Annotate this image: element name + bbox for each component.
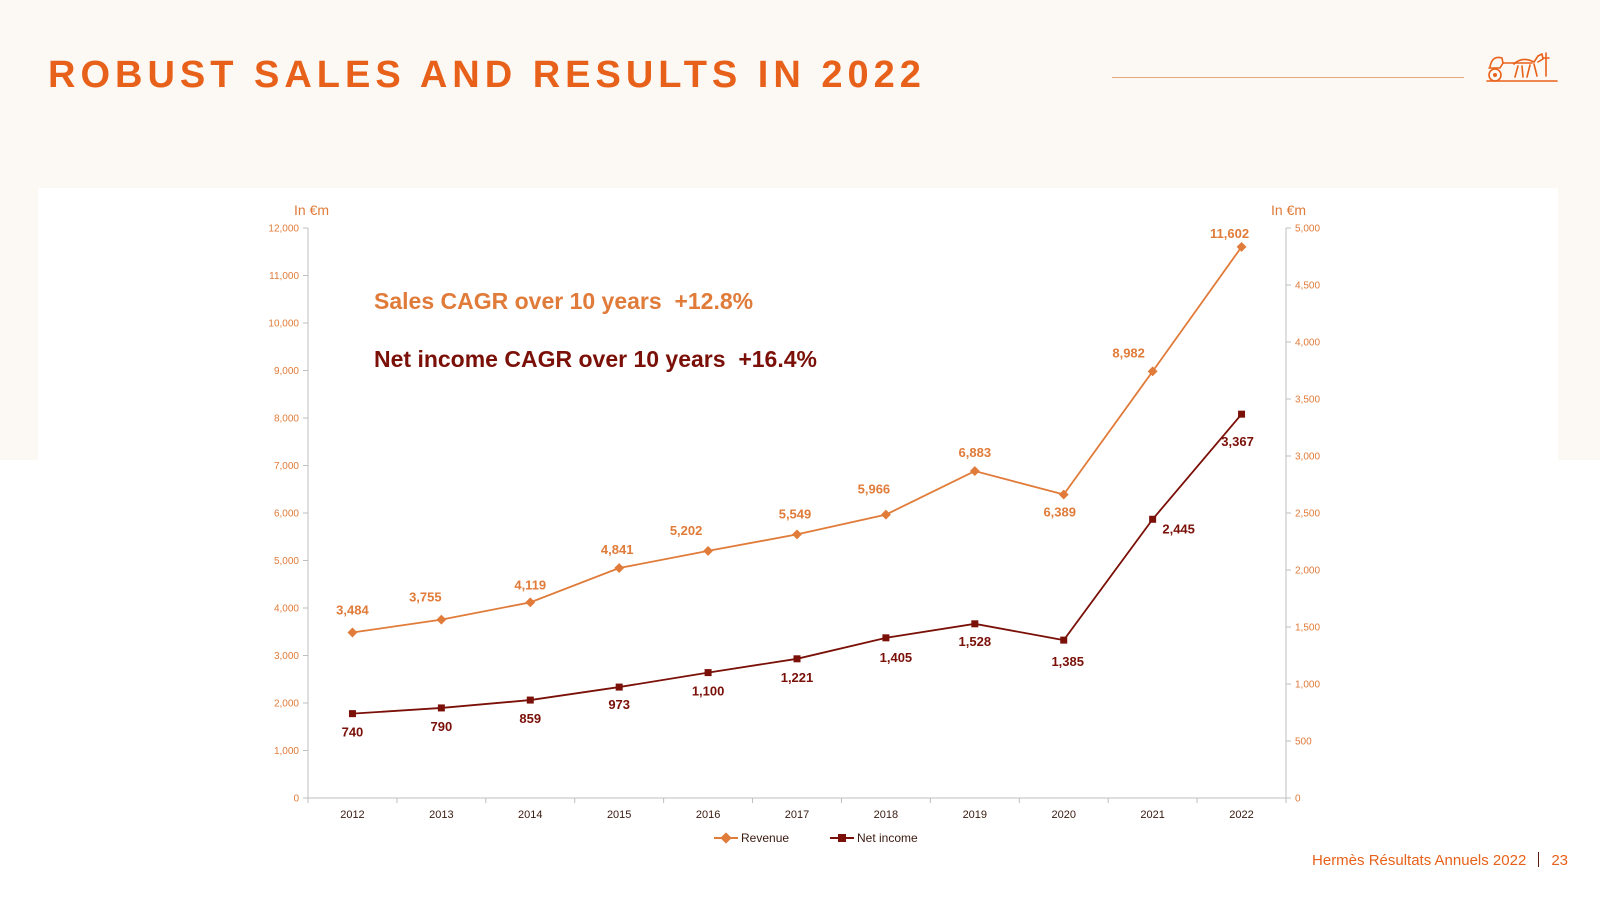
y-left-tick-label: 5,000 bbox=[274, 556, 299, 567]
legend-revenue: Revenue bbox=[741, 831, 789, 845]
revenue-point bbox=[703, 545, 714, 556]
y-right-tick-label: 3,500 bbox=[1295, 395, 1320, 406]
y-left-tick-label: 10,000 bbox=[268, 319, 299, 330]
y-right-tick-label: 500 bbox=[1295, 737, 1312, 748]
net-income-point bbox=[348, 710, 356, 718]
revenue-data-label: 5,549 bbox=[779, 506, 812, 521]
x-tick-label: 2019 bbox=[963, 809, 987, 821]
y-right-tick-label: 2,500 bbox=[1295, 509, 1320, 520]
footer-separator bbox=[1538, 852, 1540, 867]
sales-cagr-annotation: Sales CAGR over 10 years +12.8% bbox=[374, 288, 753, 314]
net-income-point bbox=[704, 669, 712, 677]
x-tick-label: 2017 bbox=[785, 809, 809, 821]
revenue-data-label: 4,841 bbox=[601, 542, 634, 557]
y-right-tick-label: 4,500 bbox=[1295, 281, 1320, 292]
slide-footer: Hermès Résultats Annuels 2022 23 bbox=[1312, 852, 1568, 869]
net-income-line bbox=[352, 413, 1243, 715]
legend-net-income: Net income bbox=[857, 831, 918, 845]
revenue-net-income-chart: 0 1,000 2,000 3,000 4,000 5,000 6,000 7,000 8,00… bbox=[268, 202, 1320, 845]
net-income-data-label: 3,367 bbox=[1221, 434, 1254, 449]
y-axis-left-label: In €m bbox=[294, 202, 329, 218]
x-tick-label: 2022 bbox=[1229, 809, 1253, 821]
y-left-tick-label: 4,000 bbox=[274, 604, 299, 615]
net-income-data-label: 1,528 bbox=[959, 634, 992, 649]
y-left-tick-label: 7,000 bbox=[274, 461, 299, 472]
net-income-point bbox=[615, 683, 623, 691]
y-left-tick-label: 9,000 bbox=[274, 366, 299, 377]
net-income-cagr-annotation: Net income CAGR over 10 years +16.4% bbox=[374, 346, 817, 372]
revenue-data-label: 5,202 bbox=[670, 523, 703, 538]
revenue-point bbox=[880, 509, 891, 520]
revenue-data-label: 11,602 bbox=[1210, 226, 1249, 241]
revenue-point bbox=[1058, 489, 1069, 500]
revenue-data-label: 4,119 bbox=[514, 577, 546, 592]
chart-panel: 0 1,000 2,000 3,000 4,000 5,000 6,000 7,000 8,00… bbox=[38, 188, 1558, 900]
net-income-data-label: 973 bbox=[608, 697, 630, 712]
net-income-data-label: 1,385 bbox=[1051, 654, 1084, 669]
net-income-point bbox=[437, 704, 445, 712]
net-income-point bbox=[882, 634, 890, 642]
revenue-point bbox=[969, 466, 980, 477]
title-divider-line bbox=[1112, 77, 1464, 78]
y-right-tick-label: 1,000 bbox=[1295, 680, 1320, 691]
x-tick-label: 2015 bbox=[607, 809, 631, 821]
y-right-tick-label: 1,500 bbox=[1295, 623, 1320, 634]
net-income-point bbox=[1060, 636, 1068, 644]
net-income-point bbox=[1149, 515, 1157, 523]
net-income-data-label: 740 bbox=[342, 725, 364, 740]
net-income-data-label: 790 bbox=[431, 719, 453, 734]
x-tick-label: 2021 bbox=[1140, 809, 1164, 821]
net-income-point bbox=[793, 655, 801, 663]
revenue-point bbox=[1147, 366, 1158, 377]
y-left-tick-label: 12,000 bbox=[268, 224, 299, 235]
x-tick-label: 2012 bbox=[340, 809, 364, 821]
y-right-tick-label: 3,000 bbox=[1295, 452, 1320, 463]
y-axis-right-label: In €m bbox=[1271, 202, 1306, 218]
net-income-point bbox=[1238, 410, 1246, 418]
footer-text: Hermès Résultats Annuels 2022 bbox=[1312, 852, 1527, 869]
hermes-logo-icon bbox=[1486, 52, 1558, 82]
y-left-tick-label: 8,000 bbox=[274, 414, 299, 425]
revenue-data-label: 3,755 bbox=[409, 590, 442, 605]
y-right-tick-label: 0 bbox=[1295, 794, 1301, 805]
y-right-tick-label: 2,000 bbox=[1295, 566, 1320, 577]
net-income-point bbox=[526, 696, 534, 704]
y-right-tick-label: 5,000 bbox=[1295, 224, 1320, 235]
net-income-data-label: 2,445 bbox=[1162, 521, 1195, 536]
revenue-point bbox=[347, 627, 358, 638]
slide-title: ROBUST SALES AND RESULTS IN 2022 bbox=[48, 54, 926, 96]
net-income-data-label: 859 bbox=[519, 711, 541, 726]
revenue-data-label: 8,982 bbox=[1112, 345, 1145, 360]
revenue-data-label: 5,966 bbox=[858, 482, 891, 497]
x-tick-label: 2016 bbox=[696, 809, 720, 821]
revenue-point bbox=[525, 597, 536, 608]
x-tick-label: 2018 bbox=[874, 809, 898, 821]
y-left-tick-label: 11,000 bbox=[269, 271, 299, 282]
y-left-tick-label: 1,000 bbox=[274, 746, 299, 757]
y-right-tick-label: 4,000 bbox=[1295, 338, 1320, 349]
x-tick-label: 2014 bbox=[518, 809, 542, 821]
revenue-point bbox=[1236, 241, 1247, 252]
net-income-point bbox=[971, 620, 979, 628]
revenue-data-label: 6,883 bbox=[959, 445, 992, 460]
net-income-data-label: 1,100 bbox=[692, 684, 725, 699]
x-tick-label: 2013 bbox=[429, 809, 453, 821]
page-number: 23 bbox=[1551, 852, 1568, 869]
revenue-point bbox=[436, 614, 447, 625]
net-income-data-label: 1,405 bbox=[880, 650, 913, 665]
chart-legend: Revenue Net income bbox=[714, 831, 918, 845]
net-income-data-label: 1,221 bbox=[781, 670, 814, 685]
y-left-tick-label: 3,000 bbox=[274, 651, 299, 662]
x-tick-label: 2020 bbox=[1051, 809, 1075, 821]
revenue-point bbox=[792, 529, 802, 540]
revenue-data-label: 3,484 bbox=[336, 603, 369, 618]
revenue-point bbox=[614, 563, 625, 574]
y-left-tick-label: 2,000 bbox=[274, 699, 299, 710]
revenue-data-label: 6,389 bbox=[1043, 505, 1076, 520]
y-left-tick-label: 0 bbox=[293, 794, 299, 805]
y-left-tick-label: 6,000 bbox=[274, 509, 299, 520]
